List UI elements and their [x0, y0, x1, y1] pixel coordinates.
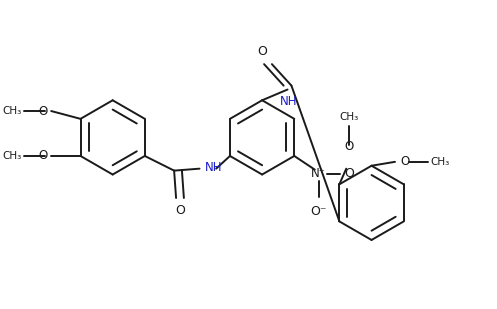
Text: NH: NH — [204, 161, 222, 174]
Text: O: O — [38, 150, 47, 163]
Text: O: O — [401, 155, 410, 168]
Text: O: O — [257, 45, 267, 58]
Text: CH₃: CH₃ — [2, 151, 22, 161]
Text: N⁺: N⁺ — [311, 167, 326, 180]
Text: CH₃: CH₃ — [430, 157, 449, 167]
Text: O⁻: O⁻ — [311, 205, 327, 218]
Text: O: O — [344, 140, 354, 153]
Text: CH₃: CH₃ — [2, 106, 22, 116]
Text: O: O — [344, 167, 354, 180]
Text: NH: NH — [280, 95, 297, 108]
Text: O: O — [38, 104, 47, 117]
Text: O: O — [175, 204, 185, 217]
Text: CH₃: CH₃ — [339, 112, 359, 122]
